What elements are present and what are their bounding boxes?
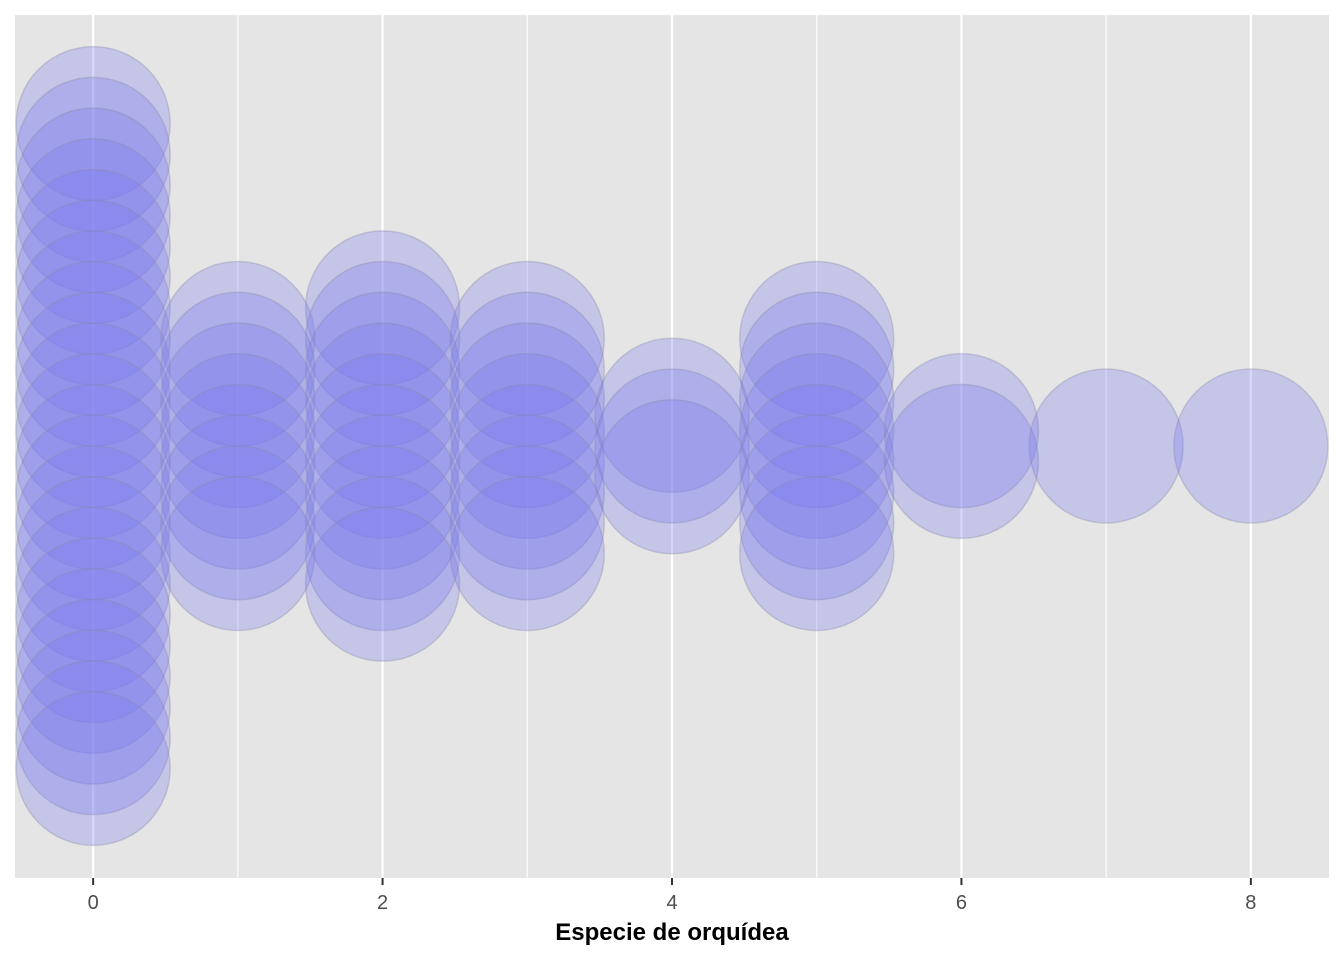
dot-point bbox=[160, 322, 316, 478]
dot-point bbox=[449, 445, 606, 601]
dot-point bbox=[449, 414, 606, 570]
x-axis-ticks bbox=[92, 878, 1252, 885]
minor-gridlines bbox=[237, 15, 1107, 878]
x-tick-label: 4 bbox=[666, 892, 677, 914]
x-axis-title: Especie de orquídea bbox=[555, 919, 789, 946]
dot-point bbox=[304, 506, 461, 662]
dot-point bbox=[15, 291, 171, 447]
dot-point bbox=[449, 260, 606, 417]
dot-point bbox=[738, 414, 895, 570]
dot-point bbox=[15, 230, 171, 386]
dot-point bbox=[160, 475, 316, 632]
dot-point bbox=[304, 445, 461, 601]
major-gridlines bbox=[92, 15, 1252, 878]
dot-point bbox=[160, 383, 316, 540]
dot-point bbox=[15, 537, 171, 693]
dot-point bbox=[449, 383, 606, 540]
dot-point bbox=[738, 260, 895, 417]
dot-point bbox=[1173, 368, 1329, 524]
dot-point bbox=[449, 352, 606, 509]
dot-point bbox=[15, 76, 171, 233]
dot-point bbox=[160, 414, 316, 570]
dot-point bbox=[883, 352, 1040, 509]
dot-point bbox=[304, 322, 461, 478]
dot-point bbox=[738, 445, 895, 601]
dot-point bbox=[15, 138, 171, 294]
dot-point bbox=[883, 383, 1040, 540]
dot-point bbox=[449, 291, 606, 447]
dot-point bbox=[594, 368, 750, 524]
dot-point bbox=[15, 598, 171, 754]
dot-point bbox=[738, 291, 895, 447]
dot-point bbox=[15, 659, 171, 816]
x-axis-tick-labels: 0 2 4 6 8 bbox=[88, 892, 1257, 914]
dot-point bbox=[15, 45, 171, 202]
dot-point bbox=[594, 398, 750, 555]
x-tick-label: 2 bbox=[377, 892, 388, 914]
dot-point bbox=[304, 230, 461, 386]
dot-points bbox=[15, 45, 1329, 847]
dot-point bbox=[738, 475, 895, 632]
dot-point bbox=[738, 352, 895, 509]
dot-point bbox=[738, 322, 895, 478]
dot-point bbox=[304, 291, 461, 447]
dot-point bbox=[304, 383, 461, 540]
dot-point bbox=[15, 690, 171, 847]
dot-point bbox=[738, 383, 895, 540]
dot-point bbox=[15, 168, 171, 325]
dot-point bbox=[304, 475, 461, 632]
dot-point bbox=[15, 567, 171, 724]
dot-point bbox=[15, 445, 171, 601]
x-tick-label: 6 bbox=[956, 892, 967, 914]
dot-point bbox=[15, 383, 171, 540]
dot-point bbox=[15, 199, 171, 355]
dot-point bbox=[15, 352, 171, 509]
dot-point bbox=[15, 414, 171, 570]
dot-point bbox=[449, 322, 606, 478]
dot-point bbox=[15, 506, 171, 662]
dot-point bbox=[160, 260, 316, 417]
dot-point bbox=[15, 629, 171, 785]
dot-point bbox=[15, 322, 171, 478]
dot-point bbox=[304, 260, 461, 417]
dot-point bbox=[160, 445, 316, 601]
dot-point bbox=[160, 291, 316, 447]
dot-point bbox=[594, 337, 750, 494]
dot-point bbox=[449, 475, 606, 632]
dot-point bbox=[1028, 368, 1184, 524]
dot-point bbox=[15, 107, 171, 263]
x-tick-label: 0 bbox=[88, 892, 99, 914]
dot-point bbox=[15, 475, 171, 632]
dot-point bbox=[160, 352, 316, 509]
dot-point bbox=[15, 260, 171, 417]
x-tick-label: 8 bbox=[1245, 892, 1256, 914]
dot-point bbox=[304, 352, 461, 509]
dot-point bbox=[304, 414, 461, 570]
